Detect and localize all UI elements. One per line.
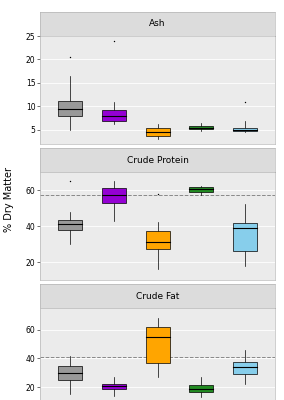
- FancyBboxPatch shape: [233, 362, 257, 374]
- Text: Crude Protein: Crude Protein: [127, 156, 189, 164]
- FancyBboxPatch shape: [189, 126, 213, 129]
- FancyBboxPatch shape: [102, 110, 126, 120]
- FancyBboxPatch shape: [146, 327, 170, 363]
- Text: Crude Fat: Crude Fat: [136, 292, 179, 300]
- FancyBboxPatch shape: [58, 220, 82, 230]
- Point: [155, 190, 160, 197]
- Text: Ash: Ash: [149, 20, 166, 28]
- Point: [112, 38, 116, 44]
- FancyBboxPatch shape: [102, 188, 126, 203]
- FancyBboxPatch shape: [58, 366, 82, 380]
- FancyBboxPatch shape: [102, 384, 126, 389]
- FancyBboxPatch shape: [233, 223, 257, 251]
- Point: [68, 178, 73, 184]
- Point: [68, 54, 73, 60]
- FancyBboxPatch shape: [189, 385, 213, 392]
- FancyBboxPatch shape: [146, 128, 170, 136]
- FancyBboxPatch shape: [233, 128, 257, 131]
- Text: % Dry Matter: % Dry Matter: [3, 168, 14, 232]
- FancyBboxPatch shape: [146, 232, 170, 250]
- Point: [243, 98, 247, 105]
- FancyBboxPatch shape: [189, 187, 213, 192]
- FancyBboxPatch shape: [58, 101, 82, 116]
